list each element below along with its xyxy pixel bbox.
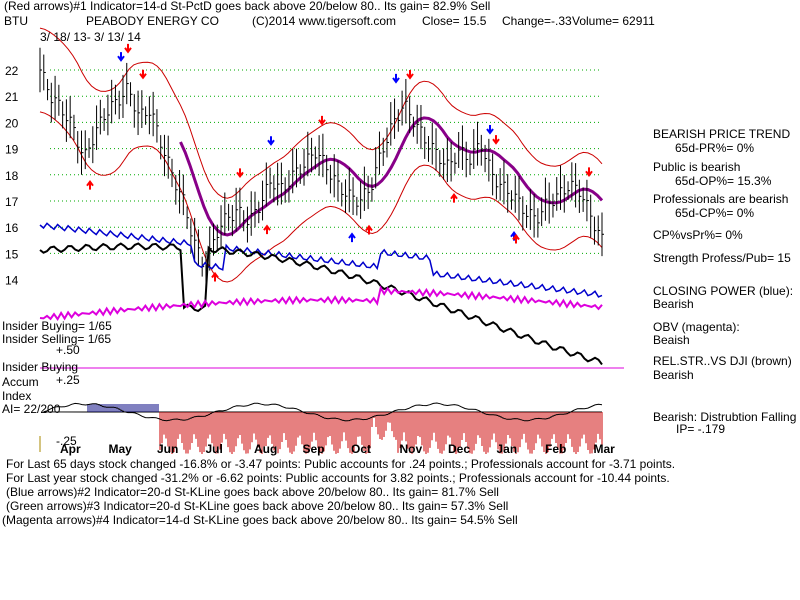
x-tick-label: Aug [254,442,277,456]
x-tick-label: Jun [157,442,178,456]
sell-arrow-icon [392,73,400,84]
sell-arrow-icon [492,135,500,145]
buy-arrow-icon [365,224,373,235]
cp-value: 65d-CP%= 0% [675,206,755,220]
level-plus-50: +.50 [56,343,80,357]
price-bars [39,47,604,291]
buy-arrow-icon [263,224,271,235]
x-tick-label: Nov [400,442,423,456]
x-tick-label: Sep [303,442,325,456]
footer-65-days: For Last 65 days stock changed -16.8% or… [6,457,676,471]
buy-arrow-icon [450,193,458,203]
sell-arrow-icon [117,52,125,62]
buy-arrow-icon [211,271,219,282]
closing-power-path [39,222,603,298]
ai-value: AI= 22/200 [2,402,61,416]
header-red-arrows: (Red arrows)#1 Indicator=14-d St-PctD go… [4,0,491,13]
ticker-symbol: BTU [4,14,28,28]
x-tick-label: Feb [545,442,566,456]
buy-arrow-icon [348,232,356,243]
x-tick-label: Dec [448,442,470,456]
professionals-label: Professionals are bearish [653,192,789,206]
relative-strength-path [39,242,603,366]
close-price: Close= 15.5 [422,14,487,28]
obv-path [39,285,603,321]
ip-value: IP= -.179 [676,422,726,436]
price-axis-labels: 22 21 20 19 18 17 16 15 14 [5,64,19,288]
trend-title: BEARISH PRICE TREND [653,127,791,141]
op-value: 65d-OP%= 15.3% [675,174,772,188]
sell-arrow-icon [486,124,494,135]
signal-arrows [86,43,593,282]
level-minus-25: -.25 [56,434,77,448]
relstr-status: Bearish [653,368,694,382]
accum-label: Accum [2,375,39,389]
level-plus-25: +.25 [56,373,80,387]
footer-magenta-arrows: (Magenta arrows)#4 Indicator=14-d St-KLi… [2,513,518,527]
y-tick-label: 20 [5,116,19,130]
sell-arrow-icon [267,136,275,146]
insider-buying-label: Insider Buying [2,360,79,374]
insider-buying-ratio: Insider Buying= 1/65 [2,319,112,333]
closing-power-status: Bearish [653,297,694,311]
company-name: PEABODY ENERGY CO [86,14,219,28]
x-tick-label: Jul [206,442,223,456]
obv-line [39,285,603,321]
buy-arrow-icon [512,233,520,244]
buy-arrow-icon [86,180,94,190]
distribution-label: Bearish: Distrubtion Falling [653,410,797,424]
relstr-label: REL.STR..VS DJI (brown) [653,354,792,368]
cp-vs-pr: CP%vsPr%= 0% [653,228,743,242]
sell-arrow-icon [236,168,244,179]
y-tick-label: 18 [5,169,19,183]
sell-arrow-icon [585,167,593,177]
date-range: 3/ 18/ 13- 3/ 13/ 14 [40,30,141,44]
sell-arrow-icon [318,115,326,126]
footer-blue-arrows: (Blue arrows)#2 Indicator=20-d St-KLine … [6,485,499,499]
month-axis-labels: Apr May Jun Jul Aug Sep Oct Nov Dec Jan Feb Mar [60,442,615,456]
index-label: Index [2,389,32,403]
y-tick-label: 15 [5,247,19,261]
accum-moving-average [43,402,603,422]
x-tick-label: Apr [60,442,81,456]
sell-arrow-icon [139,69,147,80]
sell-arrow-icon [124,43,132,54]
y-tick-label: 17 [5,195,19,209]
footer-green-arrows: (Green arrows)#3 Indicator=20-d St-KLine… [6,499,509,513]
closing-power-label: CLOSING POWER (blue): [653,284,794,298]
y-tick-label: 16 [5,221,19,235]
closing-power-line [39,222,624,369]
insider-selling-ratio: Insider Selling= 1/65 [2,332,112,346]
y-tick-label: 21 [5,90,19,104]
lower-band-line [39,111,603,283]
volume: Volume= 62911 [572,14,655,28]
y-tick-label: 14 [5,274,19,288]
y-tick-label: 19 [5,143,19,157]
footer-last-year: For Last year stock changed -31.2% or -6… [6,471,670,485]
x-tick-label: May [109,442,133,456]
price-change: Change=-.33 [502,14,572,28]
pr-value: 65d-PR%= 0% [675,141,755,155]
x-tick-label: Mar [594,442,616,456]
obv-status: Beaish [653,333,690,347]
accum-index-panel [39,402,603,454]
public-label: Public is bearish [653,160,741,174]
copyright: (C)2014 www.tigersoft.com [252,14,397,28]
obv-label: OBV (magenta): [653,320,740,334]
sell-arrow-icon [406,69,414,80]
x-tick-label: Jan [497,442,518,456]
strength-ratio: Strength Profess/Pub= 15 [653,251,791,265]
x-tick-label: Oct [351,442,371,456]
upper-band-line [39,27,603,199]
y-tick-label: 22 [5,64,19,78]
